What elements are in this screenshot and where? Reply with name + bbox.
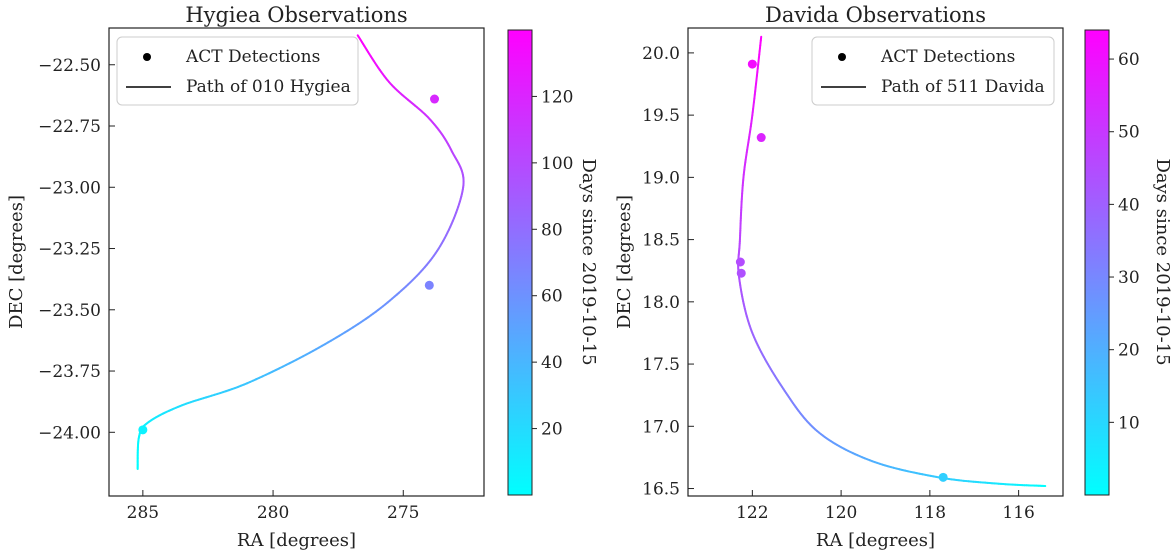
hygiea-panel: 285 280 275 −22.50 −22.75 −23.00 −23.25 −23.50 −… [6,3,599,551]
davida-y-tick-label: 17.5 [642,355,680,375]
hygiea-y-tick-label: −24.00 [38,423,101,443]
hygiea-legend-detections: ACT Detections [185,47,320,67]
davida-legend-detections: ACT Detections [880,47,1015,67]
hygiea-x-tick-label: 275 [387,503,419,523]
davida-colorbar-tick-label: 30 [1118,268,1140,288]
hygiea-colorbar-tick-label: 20 [541,420,563,440]
hygiea-y-tick-label: −22.50 [38,56,101,76]
hygiea-colorbar-label: Days since 2019-10-15 [578,158,599,365]
hygiea-colorbar-tick-label: 60 [541,287,563,307]
hygiea-detection-point [430,94,440,104]
davida-y-tick-label: 19.0 [642,168,680,188]
hygiea-detection-point [424,280,434,290]
davida-x-tick-label: 122 [736,503,768,523]
hygiea-x-axis-label: RA [degrees] [237,530,356,551]
hygiea-y-tick-label: −23.00 [38,178,101,198]
davida-y-tick-label: 18.5 [642,231,680,251]
davida-y-axis-label: DEC [degrees] [614,195,635,329]
davida-legend: ACT Detections Path of 511 Davida [811,36,1055,106]
davida-panel: 122 120 118 116 16.5 17.0 17.5 18.0 18.5 19.0 19.5… [614,3,1173,551]
hygiea-colorbar-gradient [507,29,533,496]
davida-y-tick-label: 17.0 [642,417,680,437]
davida-colorbar-tick-label: 40 [1118,195,1140,215]
hygiea-ticks: 285 280 275 −22.50 −22.75 −23.00 −23.25 −23.50 −… [38,56,419,523]
hygiea-path-line [136,34,465,471]
hygiea-colorbar-ticks: 20 40 60 80 100 120 [532,87,573,440]
hygiea-x-tick-label: 280 [257,503,289,523]
davida-ticks: 122 120 118 116 16.5 17.0 17.5 18.0 18.5 19.0 19.5… [642,44,1035,523]
davida-x-tick-label: 118 [914,503,946,523]
davida-y-tick-label: 16.5 [642,480,680,500]
davida-y-tick-label: 18.0 [642,293,680,313]
hygiea-y-tick-label: −23.50 [38,301,101,321]
davida-colorbar-tick-label: 50 [1118,123,1140,143]
hygiea-colorbar-tick-label: 120 [541,87,573,107]
hygiea-colorbar-tick-label: 100 [541,154,573,174]
davida-detection-point [756,133,766,143]
hygiea-colorbar-tick-label: 40 [541,353,563,373]
hygiea-colorbar-tick-label: 80 [541,220,563,240]
davida-colorbar-gradient [1084,29,1110,496]
hygiea-legend-path: Path of 010 Hygiea [186,77,351,97]
davida-title: Davida Observations [765,3,986,27]
davida-colorbar-tick-label: 10 [1118,413,1140,433]
davida-detection-point [747,59,757,69]
hygiea-detection-point [138,425,148,435]
davida-legend-path: Path of 511 Davida [881,77,1045,97]
davida-legend-box [811,36,1055,106]
davida-detection-point [938,472,948,482]
hygiea-x-tick-label: 285 [127,503,159,523]
davida-y-tick-label: 19.5 [642,106,680,126]
davida-legend-dot-icon [838,53,846,61]
hygiea-y-tick-label: −23.75 [38,362,101,382]
hygiea-y-tick-label: −23.25 [38,240,101,260]
davida-colorbar-label: Days since 2019-10-15 [1152,158,1173,365]
hygiea-y-axis-label: DEC [degrees] [6,195,27,329]
davida-detection-point [736,268,746,278]
hygiea-legend-box [116,36,359,106]
davida-detection-point [735,257,745,267]
davida-marks [735,35,1047,488]
davida-axes-frame [687,27,1064,497]
hygiea-marks [136,34,465,471]
davida-y-tick-label: 20.0 [642,44,680,64]
hygiea-axes-frame [108,27,485,497]
davida-colorbar-tick-label: 60 [1118,50,1140,70]
hygiea-colorbar: 20 40 60 80 100 120 Days since 2019-10-15 [507,29,599,496]
davida-x-tick-label: 116 [1002,503,1034,523]
davida-colorbar-ticks: 10 20 30 40 50 60 [1109,50,1140,433]
hygiea-legend-dot-icon [143,53,151,61]
davida-colorbar: 10 20 30 40 50 60 Days since 2019-10-15 [1084,29,1173,496]
davida-x-tick-label: 120 [825,503,857,523]
davida-x-axis-label: RA [degrees] [816,530,935,551]
hygiea-legend: ACT Detections Path of 010 Hygiea [116,36,359,106]
hygiea-y-tick-label: −22.75 [38,117,101,137]
hygiea-path-segment [356,34,360,38]
davida-colorbar-tick-label: 20 [1118,341,1140,361]
hygiea-title: Hygiea Observations [185,3,407,27]
